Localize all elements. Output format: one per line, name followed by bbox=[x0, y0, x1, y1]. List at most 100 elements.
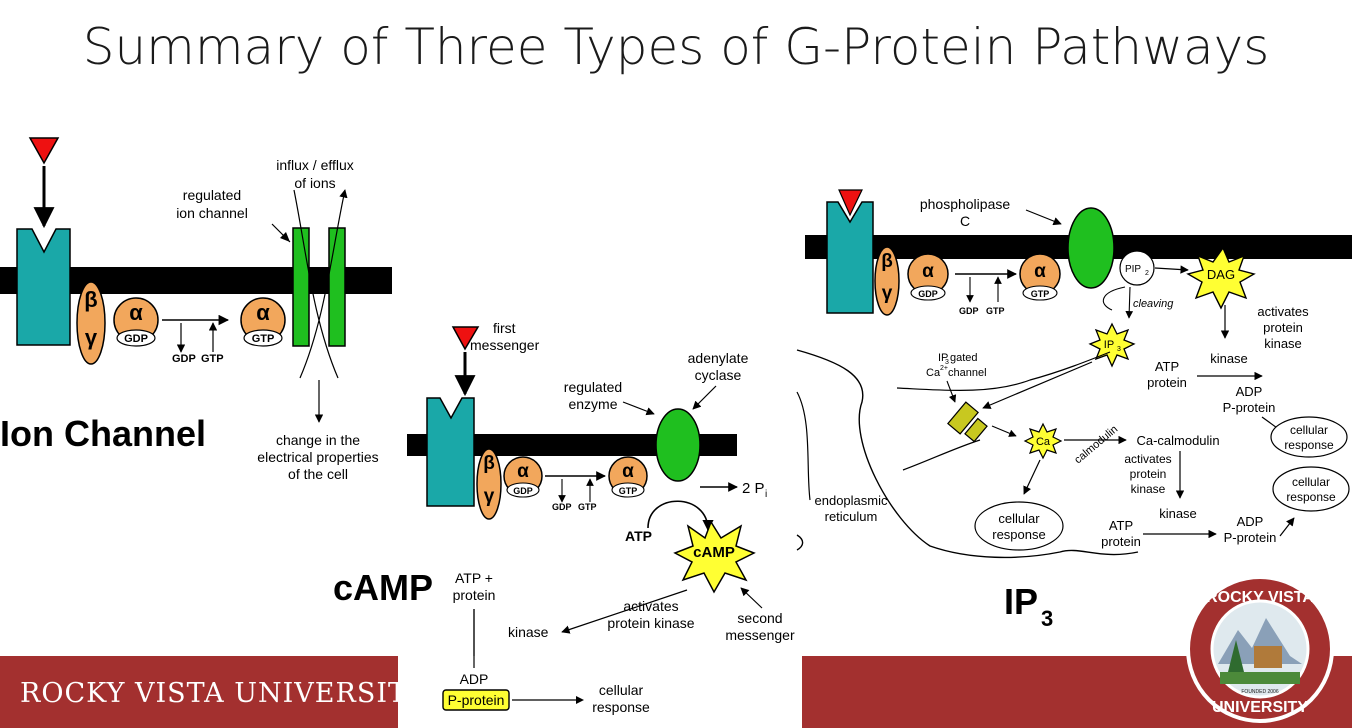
second-messenger-label: second bbox=[737, 610, 782, 626]
ion-channel-panel: β γ α GDP GDP GTP α GTP influx / efflux … bbox=[0, 137, 392, 482]
receptor-icon bbox=[426, 397, 475, 507]
svg-text:cyclase: cyclase bbox=[695, 367, 742, 383]
svg-text:GTP: GTP bbox=[1031, 289, 1050, 299]
svg-text:protein: protein bbox=[1101, 534, 1141, 549]
svg-text:electrical properties: electrical properties bbox=[257, 449, 378, 465]
svg-text:kinase: kinase bbox=[1264, 336, 1302, 351]
svg-text:GTP: GTP bbox=[578, 502, 597, 512]
svg-text:γ: γ bbox=[882, 283, 893, 304]
beta-gamma-subunit bbox=[476, 448, 502, 520]
svg-text:α: α bbox=[517, 461, 529, 482]
svg-text:GDP: GDP bbox=[172, 353, 196, 365]
beta-gamma-subunit bbox=[874, 246, 900, 316]
svg-text:response: response bbox=[992, 527, 1045, 542]
ion-channel-heading: Ion Channel bbox=[0, 413, 206, 454]
influx-efflux-label: influx / efflux bbox=[276, 157, 354, 173]
first-messenger-icon bbox=[28, 137, 60, 165]
svg-text:ADP: ADP bbox=[1237, 514, 1264, 529]
cellular-response-b bbox=[1272, 466, 1350, 512]
svg-text:α: α bbox=[622, 461, 634, 482]
svg-text:kinase: kinase bbox=[1131, 482, 1166, 496]
camp-star-icon bbox=[673, 520, 756, 594]
svg-text:cellular: cellular bbox=[1290, 423, 1328, 437]
svg-text:GTP: GTP bbox=[986, 306, 1005, 316]
ca-label: Ca bbox=[1036, 436, 1051, 448]
ip3-heading: IP bbox=[1004, 581, 1038, 622]
svg-text:α: α bbox=[922, 261, 934, 282]
svg-text:ion channel: ion channel bbox=[176, 205, 248, 221]
svg-text:protein: protein bbox=[453, 587, 496, 603]
beta-gamma-subunit bbox=[76, 281, 106, 365]
svg-text:α: α bbox=[1034, 261, 1046, 282]
svg-text:messenger: messenger bbox=[470, 337, 540, 353]
svg-text:of the cell: of the cell bbox=[288, 466, 348, 482]
atp-protein-label: ATP + bbox=[455, 570, 493, 586]
cleaving-label: cleaving bbox=[1133, 298, 1174, 310]
svg-text:response: response bbox=[1284, 438, 1334, 452]
svg-text:GDP: GDP bbox=[918, 289, 938, 299]
svg-text:protein: protein bbox=[1263, 320, 1303, 335]
receptor-icon bbox=[16, 228, 71, 346]
dag-label: DAG bbox=[1207, 267, 1235, 282]
change-electrical-label: change in the bbox=[276, 432, 360, 448]
svg-text:C: C bbox=[960, 213, 970, 229]
camp-heading: cAMP bbox=[333, 567, 433, 608]
adenylate-cyclase-icon bbox=[655, 408, 701, 482]
svg-text:GTP: GTP bbox=[619, 486, 638, 496]
adenylate-cyclase-label: adenylate bbox=[688, 350, 749, 366]
svg-text:of ions: of ions bbox=[294, 175, 335, 191]
footer-university-name: ROCKY VISTA UNIVERSITY bbox=[20, 678, 426, 709]
calmodulin-label: calmodulin bbox=[1072, 423, 1120, 466]
svg-text:ADP: ADP bbox=[1236, 384, 1263, 399]
ion-channel-right bbox=[328, 227, 346, 347]
svg-text:messenger: messenger bbox=[725, 627, 795, 643]
svg-text:protein: protein bbox=[1147, 375, 1187, 390]
camp-star-label: cAMP bbox=[693, 544, 735, 561]
svg-text:kinase: kinase bbox=[1159, 506, 1197, 521]
svg-text:response: response bbox=[1286, 490, 1336, 504]
ca-calmodulin-label: Ca-calmodulin bbox=[1136, 433, 1219, 448]
er-label: endoplasmic bbox=[815, 493, 888, 508]
footer-gap bbox=[398, 656, 802, 728]
slide-title: Summary of Three Types of G-Protein Path… bbox=[82, 18, 1270, 76]
two-pi-label: 2 P bbox=[742, 480, 765, 497]
svg-text:IP: IP bbox=[1104, 339, 1114, 351]
gtp-label: GTP bbox=[252, 333, 275, 345]
svg-text:GDP: GDP bbox=[959, 306, 979, 316]
svg-text:3: 3 bbox=[1041, 606, 1053, 631]
svg-text:β: β bbox=[881, 251, 893, 272]
gdp-label: GDP bbox=[124, 333, 148, 345]
regulated-enzyme-label: regulated bbox=[564, 379, 622, 395]
first-messenger-label: first bbox=[493, 320, 516, 336]
ip3-panel: β γ α GDP GDP GTP α GTP phospholipase C … bbox=[796, 189, 1352, 631]
pip2-icon bbox=[1119, 250, 1155, 286]
svg-text:IP: IP bbox=[938, 352, 948, 364]
svg-text:GTP: GTP bbox=[201, 353, 224, 365]
svg-text:3: 3 bbox=[945, 359, 949, 366]
phospholipase-c-icon bbox=[1067, 207, 1115, 289]
svg-text:P-protein: P-protein bbox=[1224, 530, 1277, 545]
alpha-label: α bbox=[129, 300, 143, 325]
svg-text:cellular: cellular bbox=[1292, 475, 1330, 489]
svg-text:gated: gated bbox=[950, 352, 978, 364]
cellular-response-a bbox=[1270, 416, 1348, 458]
svg-text:P-protein: P-protein bbox=[1223, 400, 1276, 415]
svg-text:2+: 2+ bbox=[940, 365, 948, 372]
svg-text:γ: γ bbox=[484, 486, 495, 507]
first-messenger-icon bbox=[451, 326, 480, 351]
dag-star-icon bbox=[1186, 246, 1256, 310]
svg-text:GDP: GDP bbox=[552, 502, 572, 512]
ion-channel-left bbox=[292, 227, 310, 347]
svg-text:reticulum: reticulum bbox=[825, 509, 878, 524]
svg-text:channel: channel bbox=[948, 367, 987, 379]
phospholipase-c-label: phospholipase bbox=[920, 196, 1011, 212]
svg-text:β: β bbox=[483, 453, 495, 474]
svg-text:2: 2 bbox=[1145, 270, 1149, 277]
svg-text:protein: protein bbox=[1130, 467, 1167, 481]
er-membrane-outer bbox=[796, 349, 1139, 559]
beta-label: β bbox=[84, 287, 97, 312]
svg-text:ATP: ATP bbox=[1109, 518, 1133, 533]
ip3-channel-left bbox=[947, 401, 979, 435]
ip3-channel-right bbox=[964, 417, 988, 443]
